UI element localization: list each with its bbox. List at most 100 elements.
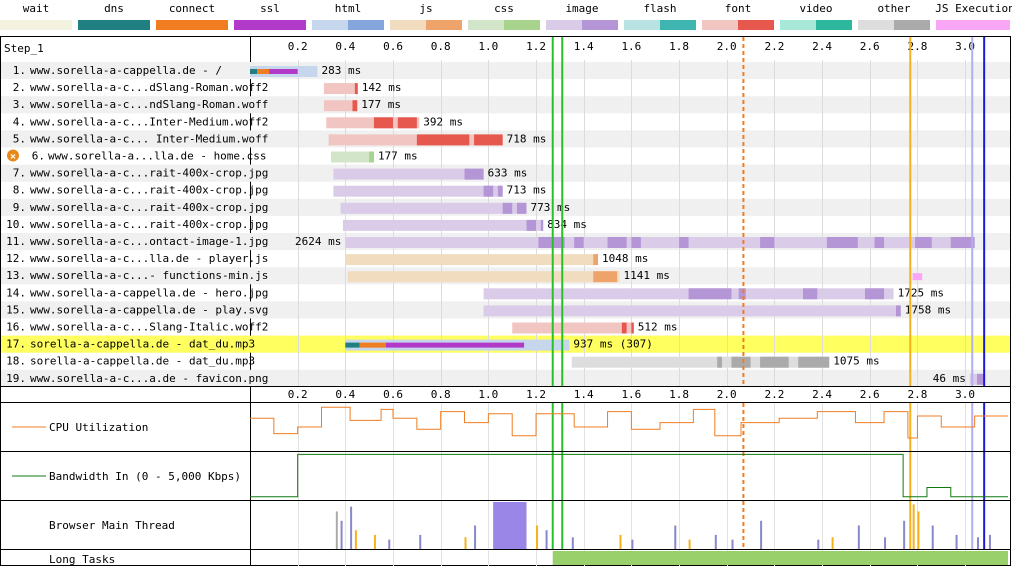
request-row[interactable]: 17. sorella-a-cappella.de - dat_du.mp3 937… <box>6 338 653 351</box>
request-duration: 834 ms <box>547 218 587 231</box>
request-row[interactable]: 4. www.sorella-a-c...Inter-Medium.woff2 39… <box>13 115 463 129</box>
main-thread-spike <box>931 525 934 549</box>
axis-tick-label: 1.2 <box>526 388 546 401</box>
download-chunk <box>526 219 537 231</box>
request-bar <box>483 305 901 317</box>
request-row[interactable]: 1. www.sorella-a-cappella.de - / 283 ms <box>13 64 361 77</box>
request-number: 7. <box>13 167 26 180</box>
axis-tick-label: 1.0 <box>478 388 498 401</box>
request-url: www.sorella-a-c...dSlang-Roman.woff2 <box>30 81 268 94</box>
legend-swatch <box>78 20 114 30</box>
main-thread-spike <box>354 530 357 549</box>
main-thread-block <box>493 502 527 549</box>
request-row[interactable]: 2. www.sorella-a-c...dSlang-Roman.woff2 14… <box>13 81 402 95</box>
main-thread-spike <box>464 537 467 549</box>
legend-swatch <box>312 20 348 30</box>
request-bar <box>323 83 358 95</box>
download-chunk <box>397 117 417 129</box>
request-number: 11. <box>6 235 26 248</box>
row-stripe <box>1 369 1010 387</box>
main-thread-spike <box>917 511 920 549</box>
request-row[interactable]: 16. www.sorella-a-c...Slang-Italic.woff2 5… <box>6 321 678 334</box>
legend-swatch <box>894 20 930 30</box>
request-phase <box>250 69 258 74</box>
warning-icon: × <box>10 152 16 163</box>
request-rows: 1. www.sorella-a-cappella.de - / 283 ms 2. w… <box>6 64 985 385</box>
request-row[interactable]: 15. www.sorella-a-cappella.de - play.svg 1… <box>6 303 951 317</box>
legend: wait dns connect ssl html js css image flash font… <box>0 2 1012 30</box>
request-row[interactable]: 12. www.sorella-a-c...lla.de - player.js 1… <box>6 252 648 266</box>
request-bar <box>328 134 503 146</box>
request-bar <box>342 219 544 231</box>
request-url: www.sorella-a-c...ndSlang-Roman.woff <box>30 98 268 111</box>
download-chunk <box>874 237 885 248</box>
row-stripe <box>1 130 1010 148</box>
request-bar <box>323 100 358 112</box>
request-row[interactable]: 9. www.sorella-a-c...rait-400x-crop.jpg 77… <box>13 201 571 214</box>
legend-swatch <box>390 20 426 30</box>
request-row[interactable]: 7. www.sorella-a-c...rait-400x-crop.jpg 63… <box>13 167 528 180</box>
download-chunk <box>826 237 858 248</box>
request-row[interactable]: 5. www.sorella-a-c... Inter-Medium.woff 71… <box>13 132 547 146</box>
request-bar <box>571 356 830 368</box>
request-number: 15. <box>6 303 26 316</box>
request-row[interactable]: 8. www.sorella-a-c...rait-400x-crop.jpg 71… <box>13 184 547 197</box>
request-row[interactable]: 19. www.sorella-a-c...a.de - favicon.png 4… <box>6 372 985 385</box>
event-markers <box>551 37 986 550</box>
main-thread-spike <box>373 534 376 549</box>
cpu-label: CPU Utilization <box>49 421 148 434</box>
main-thread-spike <box>688 539 691 549</box>
request-url: www.sorella-a-c...- functions-min.js <box>30 269 268 282</box>
request-url: www.sorella-a-c...Inter-Medium.woff2 <box>30 115 268 128</box>
request-bar <box>331 151 374 163</box>
download-chunk <box>798 356 830 368</box>
request-duration: 1048 ms <box>602 252 648 265</box>
legend-label: image <box>565 2 598 15</box>
download-chunk <box>731 356 751 368</box>
request-row[interactable]: 11. www.sorella-a-c...ontact-image-1.jpg 2… <box>6 235 975 248</box>
download-chunk <box>352 100 358 112</box>
download-chunk <box>538 237 565 248</box>
bandwidth-series <box>250 453 1008 498</box>
main-thread-spike <box>831 537 834 549</box>
main-thread-spike <box>903 520 906 549</box>
main-thread-label: Browser Main Thread <box>49 519 175 532</box>
download-chunk <box>540 219 544 231</box>
request-row[interactable]: 3. www.sorella-a-c...ndSlang-Roman.woff 17… <box>13 98 401 112</box>
main-thread-spike <box>536 525 539 549</box>
main-thread-spike <box>884 537 887 549</box>
request-row[interactable]: × 6. www.sorella-a...lla.de - home.css 177 … <box>7 149 418 163</box>
axis-tick-label: 1.2 <box>526 40 546 53</box>
main-thread-spike <box>388 539 391 549</box>
axis-tick-label: 2.8 <box>907 40 927 53</box>
request-number: 17. <box>6 338 26 351</box>
request-url: www.sorella-a-c... Inter-Medium.woff <box>30 132 268 145</box>
request-row[interactable]: 18. sorella-a-cappella.de - dat_du.mp3 107… <box>6 355 880 368</box>
request-duration: 512 ms <box>638 321 678 334</box>
bandwidth-label: Bandwidth In (0 - 5,000 Kbps) <box>49 470 241 483</box>
main-thread-spike <box>977 537 980 549</box>
request-url: www.sorella-a...lla.de - home.css <box>48 150 267 163</box>
request-duration: 2624 ms <box>295 235 341 248</box>
request-number: 12. <box>6 252 26 265</box>
request-phase <box>257 69 270 74</box>
download-chunk <box>373 117 394 129</box>
request-row[interactable]: 14. www.sorella-a-cappella.de - hero.jpg 1… <box>6 286 944 300</box>
request-url: sorella-a-cappella.de - dat_du.mp3 <box>30 338 255 351</box>
download-chunk <box>516 202 527 214</box>
long-tasks-label: Long Tasks <box>49 553 115 566</box>
request-bar <box>340 202 527 214</box>
legend-swatch <box>426 20 462 30</box>
request-row[interactable]: 10. www.sorella-a-c...rait-400x-crop.jpg 8… <box>6 218 587 231</box>
js-execution-mark <box>912 273 923 281</box>
main-thread-spike <box>350 506 353 549</box>
main-thread-spike <box>857 525 860 549</box>
axis-tick-label: 0.6 <box>383 40 403 53</box>
request-row[interactable]: 13. www.sorella-a-c...- functions-min.js 1… <box>6 269 670 283</box>
request-duration: 1075 ms <box>833 355 879 368</box>
download-chunk <box>803 288 818 300</box>
download-chunk <box>679 237 689 248</box>
axis-tick-label: 2.4 <box>812 40 832 53</box>
legend-swatch <box>582 20 618 30</box>
